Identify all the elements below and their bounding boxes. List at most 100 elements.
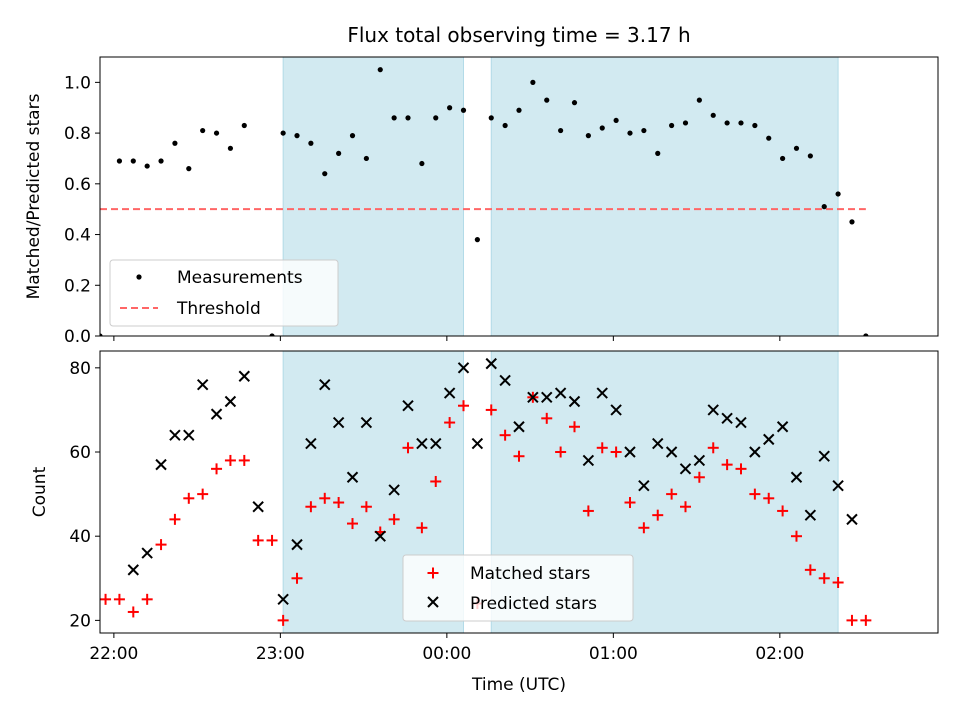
predicted-point <box>224 395 237 408</box>
bottom-x-tick-label: 01:00 <box>589 644 638 664</box>
top-shaded-intervals <box>282 56 839 337</box>
predicted-point <box>485 357 497 370</box>
matched-point <box>804 564 816 576</box>
top-y-tick-label: 0.2 <box>64 276 91 296</box>
x-b <box>402 400 414 412</box>
matched-point <box>610 446 622 458</box>
chart-title: Flux total observing time = 3.17 h <box>347 23 690 47</box>
matched-point <box>485 404 497 416</box>
x-b <box>638 479 650 492</box>
predicted-point <box>374 530 386 542</box>
x-b <box>790 471 803 483</box>
x-b <box>610 404 622 416</box>
x-b <box>846 513 858 526</box>
top-y-axis-label: Matched/Predicted stars <box>24 93 44 299</box>
matched-point <box>707 442 719 454</box>
matched-point <box>305 501 317 513</box>
matched-point <box>388 513 400 525</box>
top-x-tick-marks <box>113 336 781 341</box>
matched-point <box>458 400 470 412</box>
matched-point <box>238 454 250 466</box>
x-b <box>679 463 692 475</box>
predicted-point <box>804 509 817 521</box>
measurement-point <box>269 333 275 336</box>
x-b <box>319 378 331 391</box>
measurement-point <box>488 115 494 121</box>
measurement-point <box>200 127 206 134</box>
predicted-point <box>624 446 636 458</box>
matched-point <box>266 534 278 546</box>
predicted-point <box>416 437 428 450</box>
predicted-point <box>693 454 706 467</box>
matched-point <box>499 429 511 441</box>
matched-point <box>169 513 181 525</box>
x-b <box>693 454 706 467</box>
x-b <box>224 395 237 408</box>
predicted-point <box>596 387 608 399</box>
matched-point <box>277 614 289 626</box>
measurement-point <box>571 100 578 106</box>
x-b <box>582 454 595 467</box>
measurement-point <box>585 133 591 139</box>
predicted-point <box>471 437 484 450</box>
x-b <box>832 479 844 492</box>
predicted-point <box>183 429 195 441</box>
legend-plus <box>427 567 439 579</box>
measurement-point <box>144 163 150 169</box>
legend-x <box>427 596 439 608</box>
measurement-point <box>558 127 564 134</box>
matched-point <box>291 572 303 584</box>
x-b <box>183 429 195 441</box>
matched-point <box>860 614 872 626</box>
matched-point <box>652 509 664 521</box>
x-b <box>427 596 439 608</box>
bottom-y-axis-label: Count <box>30 466 50 517</box>
bottom-x-tick-label: 00:00 <box>422 644 471 664</box>
measurement-point <box>474 237 480 243</box>
measurement-point <box>100 333 103 336</box>
top-y-tick-label: 0.0 <box>64 327 91 347</box>
x-b <box>141 547 153 559</box>
measurement-point <box>227 145 234 151</box>
measurement-point <box>322 171 328 177</box>
measurement-point <box>544 97 550 103</box>
top-legend-box <box>109 259 339 327</box>
measurement-point <box>158 158 164 164</box>
matched-point <box>224 454 236 466</box>
measurement-point <box>641 127 647 134</box>
legend-label-predicted: Predicted stars <box>470 594 597 614</box>
measurement-points <box>100 67 869 336</box>
x-b <box>818 450 830 462</box>
predicted-point <box>319 378 331 391</box>
x-b <box>568 395 581 408</box>
x-b <box>527 391 539 404</box>
measurement-point <box>780 155 786 162</box>
measurement-point <box>116 158 123 164</box>
predicted-point <box>568 395 581 408</box>
bottom-x-ticks: 22:00 23:00 00:00 01:00 02:00 <box>89 633 804 664</box>
x-b <box>210 408 223 420</box>
x-b <box>541 391 553 404</box>
matched-point <box>582 505 594 517</box>
matched-point <box>818 572 830 584</box>
legend-label-threshold: Threshold <box>176 299 261 319</box>
measurement-point <box>530 79 536 85</box>
matched-point <box>693 471 705 483</box>
measurement-point <box>696 97 702 103</box>
predicted-point <box>305 437 317 450</box>
x-b <box>763 433 775 446</box>
measurement-point <box>241 122 247 129</box>
matched-point <box>211 463 223 475</box>
matched-point <box>555 446 567 458</box>
matched-point <box>100 593 112 605</box>
x-b <box>443 387 456 399</box>
legend-marker-measurements <box>136 274 142 280</box>
predicted-point <box>679 463 692 475</box>
x-b <box>735 416 747 429</box>
predicted-point <box>346 471 359 483</box>
measurement-point <box>849 219 855 225</box>
measurement-point <box>821 204 827 210</box>
measurement-point <box>793 145 800 151</box>
matched-point <box>360 501 372 513</box>
